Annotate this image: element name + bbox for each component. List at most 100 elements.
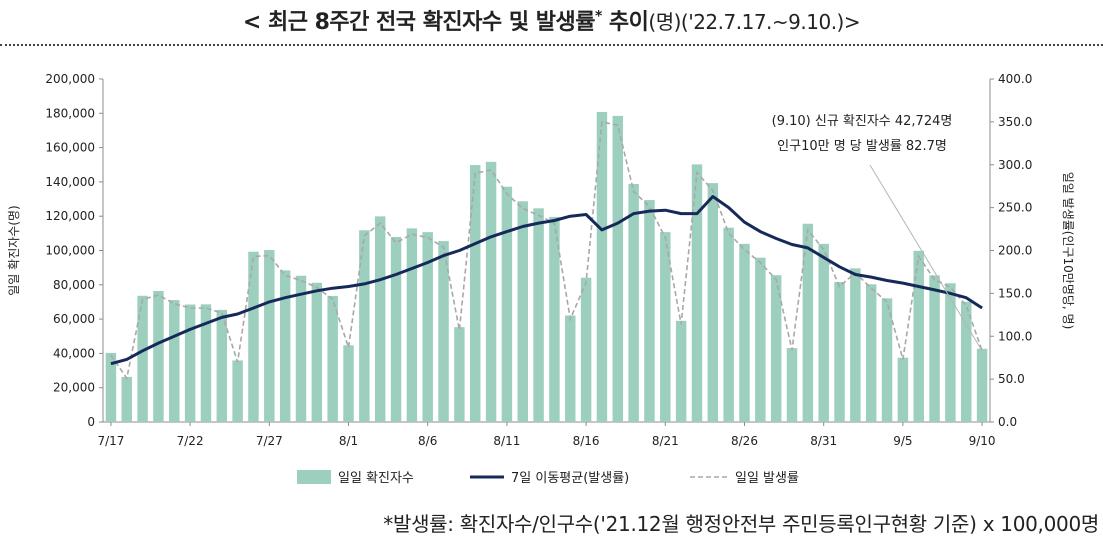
bar-daily-cases — [786, 348, 798, 422]
annotation-line-2: 인구10만 명 당 발생률 82.7명 — [777, 139, 947, 154]
footnote: *발생률: 확진자수/인구수('21.12월 행정안전부 주민등록인구현황 기준… — [383, 512, 1099, 536]
line-daily-incidence — [110, 120, 983, 381]
x-tick-label: 8/31 — [810, 434, 837, 448]
bar-daily-cases — [660, 232, 671, 422]
left-tick-label: 0 — [87, 415, 95, 429]
right-tick-label: 0.0 — [998, 415, 1017, 429]
left-tick-label: 40,000 — [53, 346, 95, 360]
line-7day-average — [110, 195, 983, 366]
bar-daily-cases — [121, 376, 132, 422]
bar-daily-cases — [422, 232, 433, 422]
x-tick-label: 8/21 — [652, 434, 679, 448]
title-divider — [0, 44, 1103, 46]
bar-daily-cases — [216, 309, 228, 422]
left-tick-label: 60,000 — [53, 312, 95, 326]
right-tick-label: 300.0 — [998, 158, 1032, 172]
right-tick-label: 50.0 — [998, 372, 1025, 386]
bar-daily-cases — [169, 300, 180, 422]
annotation-leader-line — [869, 164, 983, 352]
left-tick-label: 160,000 — [45, 141, 95, 155]
bar-daily-cases — [279, 270, 291, 422]
bar-daily-cases — [644, 200, 655, 422]
bar-daily-cases — [153, 290, 164, 422]
bar-daily-cases — [454, 327, 465, 422]
left-tick-label: 100,000 — [45, 244, 95, 258]
bar-daily-cases — [675, 320, 687, 422]
right-tick-label: 250.0 — [998, 201, 1032, 215]
legend-label-daily: 일일 발생률 — [735, 471, 799, 486]
right-tick-label: 350.0 — [998, 115, 1032, 129]
bar-daily-cases — [137, 295, 148, 422]
x-tick-label: 8/6 — [418, 434, 437, 448]
bar-daily-cases — [565, 315, 576, 422]
bar-daily-cases — [850, 268, 861, 422]
bar-daily-cases — [770, 275, 782, 422]
left-tick-label: 20,000 — [53, 381, 95, 395]
bar-daily-cases — [501, 186, 513, 422]
x-tick-label: 8/26 — [731, 434, 758, 448]
bar-daily-cases — [945, 283, 956, 422]
bar-daily-cases — [707, 183, 719, 422]
bar-daily-cases — [865, 284, 877, 422]
bar-daily-cases — [264, 249, 275, 422]
bar-daily-cases — [485, 161, 497, 422]
bar-daily-cases — [580, 277, 592, 422]
right-tick-label: 400.0 — [998, 72, 1032, 86]
x-tick-label: 8/1 — [339, 434, 358, 448]
bar-daily-cases — [723, 227, 734, 422]
right-tick-label: 200.0 — [998, 244, 1032, 258]
x-tick-label: 9/10 — [969, 434, 996, 448]
x-tick-label: 7/17 — [97, 434, 124, 448]
bar-daily-cases — [184, 304, 196, 422]
bar-daily-cases — [343, 345, 354, 422]
bar-daily-cases — [897, 357, 909, 422]
right-axis-title: 일일 발생률(인구10만명당, 명) — [1061, 172, 1075, 330]
bar-daily-cases — [549, 216, 560, 422]
legend-swatch-bars — [297, 470, 331, 484]
left-tick-label: 180,000 — [45, 106, 95, 120]
left-tick-label: 140,000 — [45, 175, 95, 189]
bar-daily-cases — [517, 201, 528, 422]
x-tick-label: 8/16 — [573, 434, 600, 448]
bar-daily-cases — [359, 230, 370, 422]
bar-daily-cases — [755, 257, 766, 422]
bar-daily-cases — [739, 243, 750, 422]
right-tick-label: 150.0 — [998, 286, 1032, 300]
bar-daily-cases — [818, 243, 829, 422]
bar-daily-cases — [200, 304, 212, 422]
bar-daily-cases — [913, 250, 924, 422]
bar-daily-cases — [295, 275, 307, 422]
x-tick-label: 9/5 — [893, 434, 912, 448]
bar-daily-cases — [612, 115, 624, 422]
title-star: * — [594, 8, 602, 25]
x-tick-label: 7/22 — [177, 434, 204, 448]
bar-daily-cases — [105, 352, 117, 422]
bar-daily-cases — [438, 241, 449, 422]
bar-daily-cases — [232, 360, 243, 422]
x-tick-label: 8/11 — [493, 434, 520, 448]
bar-daily-cases — [881, 298, 893, 422]
annotation-line-1: (9.10) 신규 확진자수 42,724명 — [772, 114, 953, 129]
bar-daily-cases — [327, 295, 338, 422]
left-tick-label: 200,000 — [45, 72, 95, 86]
bar-daily-cases — [469, 165, 481, 422]
page-title: < 최근 8주간 전국 확진자수 및 발생률* 추이(명)('22.7.17.~… — [0, 4, 1103, 36]
bar-daily-cases — [929, 275, 940, 422]
x-tick-label: 7/27 — [256, 434, 283, 448]
bar-daily-cases — [834, 282, 845, 422]
bar-daily-cases — [628, 183, 639, 422]
left-tick-label: 120,000 — [45, 209, 95, 223]
bar-daily-cases — [390, 236, 402, 422]
title-mid: 추이 — [601, 10, 649, 35]
bar-daily-cases — [802, 223, 814, 422]
legend-label-average: 7일 이동평균(발생률) — [511, 471, 629, 486]
bar-daily-cases — [691, 164, 703, 423]
bar-daily-cases — [248, 251, 259, 422]
left-axis-title: 일일 확진자수(명) — [7, 205, 21, 295]
title-main: < 최근 8주간 전국 확진자수 및 발생률 — [242, 10, 596, 35]
left-tick-label: 80,000 — [53, 278, 95, 292]
bar-daily-cases — [533, 208, 544, 422]
bar-daily-cases — [961, 301, 972, 422]
bar-daily-cases — [596, 111, 608, 422]
